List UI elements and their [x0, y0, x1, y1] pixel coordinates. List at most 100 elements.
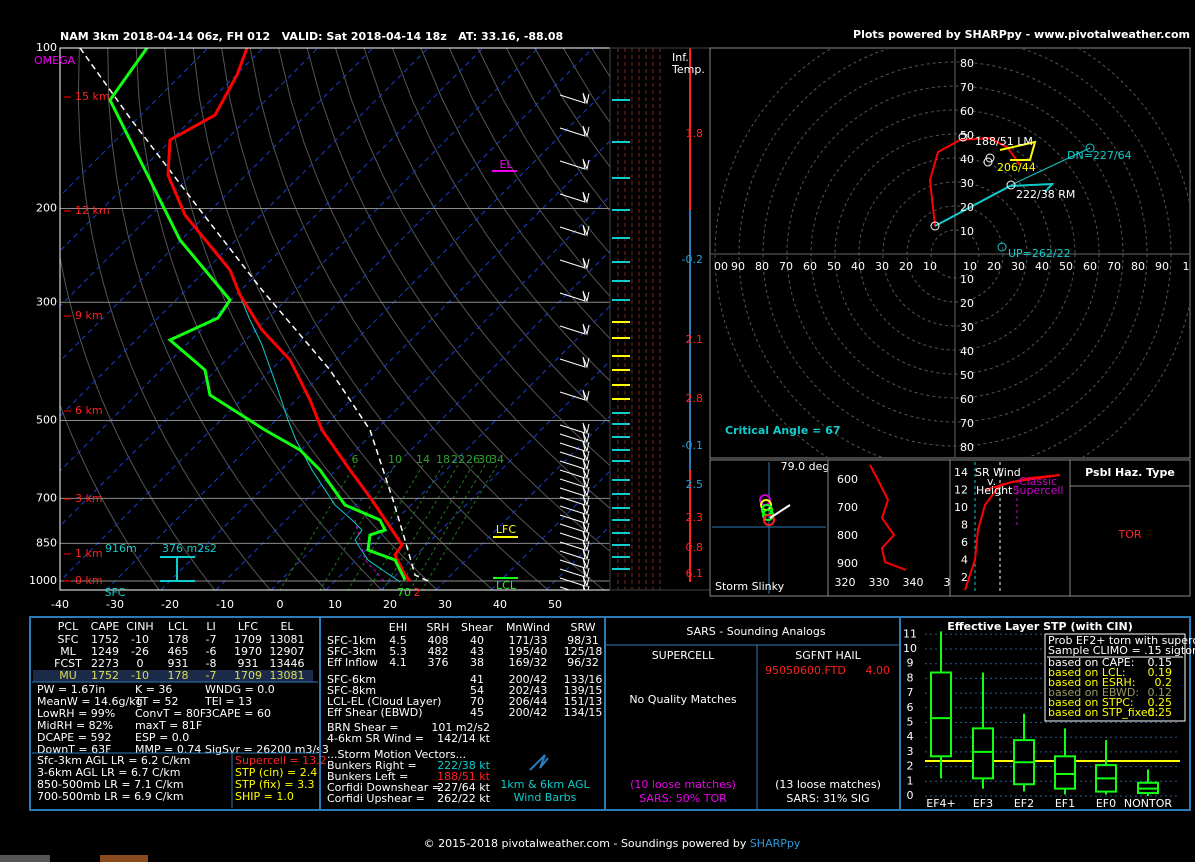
- mu-highlight: [33, 670, 313, 682]
- sars-col: SGFNT HAIL: [795, 649, 861, 662]
- pressure-label: 500: [36, 414, 57, 427]
- index-text: maxT = 81F: [135, 719, 202, 732]
- dry-adiabat: [363, 48, 610, 424]
- thermo-cell: 13081: [270, 633, 305, 646]
- kin-header: SRW: [570, 621, 595, 634]
- legend-row: based on EBWD:: [1048, 686, 1139, 699]
- hodograph: [711, 49, 1189, 457]
- stp-category: NONTOR: [1124, 797, 1172, 810]
- wind-barb: [559, 458, 590, 471]
- classic-label: Supercell: [1013, 484, 1064, 497]
- wind-barb: [559, 530, 590, 543]
- inf-value: 2.5: [686, 478, 704, 491]
- pressure-label: 300: [36, 295, 57, 308]
- sars-loose: (10 loose matches): [630, 778, 736, 791]
- ring-label: 90: [731, 260, 745, 273]
- ring-label: 10: [960, 225, 974, 238]
- kin-cell: SFC-3km: [327, 645, 376, 658]
- eff-top-label: 916m: [105, 542, 137, 555]
- ring-label: 20: [960, 201, 974, 214]
- ring-label: 30: [960, 321, 974, 334]
- kin-cell: 41: [470, 673, 484, 686]
- index-text: ESP = 0.0: [135, 731, 189, 744]
- thermo-cell: 465: [168, 645, 189, 658]
- hodo-frame: [709, 47, 1191, 459]
- legend-row: based on ESRH:: [1048, 676, 1135, 689]
- wind-barb: [559, 125, 590, 138]
- thermo-cell: 178: [168, 669, 189, 682]
- severe-index: Supercell = 13.2: [235, 754, 327, 767]
- footer-link[interactable]: SHARPpy: [750, 837, 801, 850]
- stp-box: [972, 727, 994, 780]
- temp-tick-label: 50: [548, 598, 562, 611]
- sfc-temperature: 2: [414, 586, 421, 599]
- corner-block: [0, 855, 50, 862]
- isotherm: [60, 48, 429, 417]
- kin-header: EHI: [389, 621, 407, 634]
- wind-barb: [559, 557, 590, 570]
- kin-label: BRN Shear =: [327, 721, 399, 734]
- dry-adiabat: [77, 48, 271, 590]
- legend-value: 0.25: [1148, 696, 1173, 709]
- stp-ytick: 2: [907, 760, 914, 773]
- thermo-cell: 1752: [91, 669, 119, 682]
- ring-label: 60: [1083, 260, 1097, 273]
- kin-value: 101 m2/s2: [431, 721, 490, 734]
- dry-adiabat: [420, 48, 610, 340]
- sars-loose: (13 loose matches): [775, 778, 881, 791]
- wetbulb-trace: [354, 519, 386, 583]
- index-text: 3CAPE = 60: [205, 707, 271, 720]
- kin-cell: 125/18: [564, 645, 603, 658]
- thermo-cell: 931: [168, 657, 189, 670]
- dry-adiabat: [107, 48, 327, 590]
- legend-value: 0.12: [1148, 686, 1173, 699]
- height-label: 3 km: [75, 492, 103, 505]
- thermo-cell: MU: [59, 669, 77, 682]
- kin-cell: 38: [470, 656, 484, 669]
- sr-height: 6: [961, 536, 968, 549]
- thermo-header: CAPE: [91, 620, 120, 633]
- legend-row: based on STPC:: [1048, 696, 1134, 709]
- thermo-cell: 1752: [91, 633, 119, 646]
- temp-tick-label: 30: [438, 598, 452, 611]
- kin-cell: 408: [428, 634, 449, 647]
- theta-label: 340: [903, 576, 924, 589]
- ring-label: 50: [960, 369, 974, 382]
- index-text: MidRH = 82%: [37, 719, 113, 732]
- wind-barb: [559, 575, 590, 588]
- thermo-header: LCL: [168, 620, 189, 633]
- wind-barb: [559, 323, 590, 336]
- ring-label: 80: [755, 260, 769, 273]
- sars-col: SUPERCELL: [652, 649, 715, 662]
- up-label: UP=262/22: [1008, 247, 1071, 260]
- thermo-cell: FCST: [54, 657, 82, 670]
- kin-cell: 96/32: [567, 656, 599, 669]
- thermo-cell: 13446: [270, 657, 305, 670]
- isotherm: [60, 48, 374, 362]
- hodo-marker: [958, 132, 968, 142]
- kin-cell: SFC-6km: [327, 673, 376, 686]
- thermo-cell: 13081: [270, 669, 305, 682]
- theta-label: 320: [835, 576, 856, 589]
- ring-label: 10: [960, 273, 974, 286]
- kin-cell: 139/15: [564, 684, 603, 697]
- theta-pressure: 900: [837, 557, 858, 570]
- mixing-ratio-label: 10: [388, 453, 402, 466]
- hodo-marker: [983, 157, 993, 167]
- thermo-header: LI: [206, 620, 215, 633]
- stp-category: EF0: [1096, 797, 1116, 810]
- legend-row: based on LCL:: [1048, 666, 1126, 679]
- ring-label: 40: [1035, 260, 1049, 273]
- kin-cell: 376: [428, 656, 449, 669]
- title: NAM 3km 2018-04-14 06z, FH 012 VALID: Sa…: [60, 30, 563, 43]
- mixing-ratio-label: 34: [490, 453, 504, 466]
- mixing-ratio-label: 22: [451, 453, 465, 466]
- wind-barb: [559, 521, 590, 534]
- ring-label: 30: [1011, 260, 1025, 273]
- isotherm: [60, 48, 484, 472]
- stp-ytick: 7: [907, 686, 914, 699]
- slinky-angle: 79.0 deg: [781, 460, 830, 473]
- sr-height: 14: [954, 466, 968, 479]
- srwind-title: Height: [976, 484, 1013, 497]
